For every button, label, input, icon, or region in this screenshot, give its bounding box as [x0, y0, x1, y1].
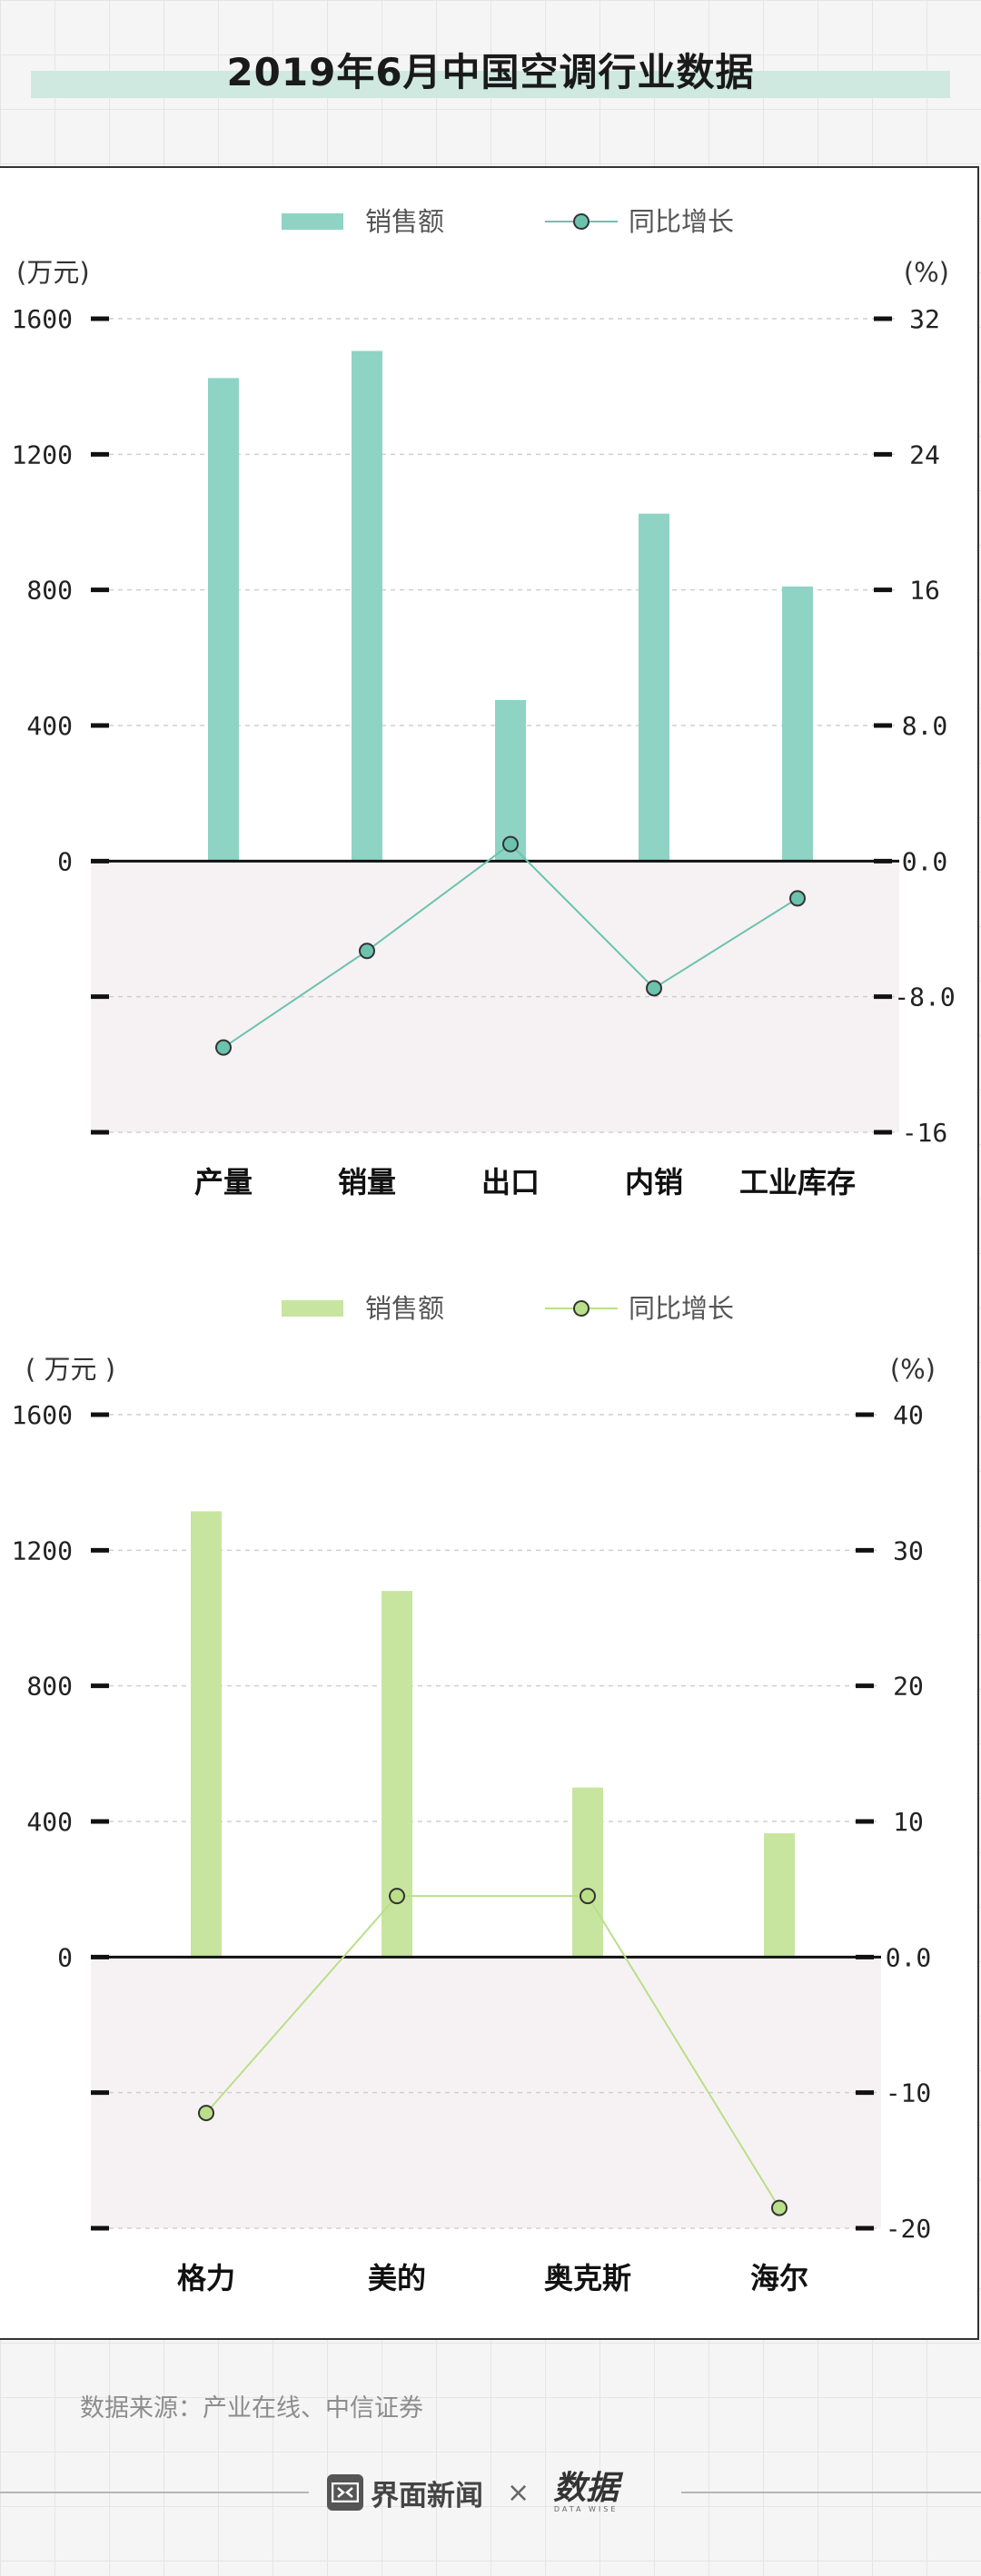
- right-axis-unit: (%): [904, 257, 949, 288]
- legend-line-label: 同比增长: [629, 1293, 734, 1324]
- left-tick-label: 800: [26, 1672, 73, 1702]
- legend-line-label: 同比增长: [629, 206, 734, 237]
- growth-point: [771, 2199, 788, 2216]
- footer-branding: 界面新闻 × 数据 DATA WISE: [327, 2468, 690, 2517]
- growth-point: [502, 835, 519, 853]
- right-tick-label: 0.0: [902, 846, 948, 876]
- left-tick-label: 0: [57, 1942, 73, 1972]
- legend-bar-swatch: [282, 1300, 343, 1317]
- category-label: 出口: [481, 1165, 540, 1199]
- right-tick-label: -20: [886, 2214, 932, 2244]
- right-tick-label: -10: [886, 2078, 932, 2108]
- legend-bar-label: 销售额: [365, 206, 444, 237]
- growth-point: [389, 1888, 405, 1905]
- growth-point: [580, 1888, 596, 1905]
- growth-point: [646, 980, 662, 997]
- left-tick-label: 1200: [12, 439, 73, 469]
- right-tick-label: 20: [893, 1672, 924, 1702]
- growth-point: [789, 890, 806, 907]
- right-tick-label: 10: [893, 1807, 924, 1837]
- category-label: 格力: [177, 2261, 235, 2295]
- growth-point: [198, 2105, 214, 2122]
- chart-1-svg: 销售额 同比增长 (万元) (%) 1600 32 1200 24 800 16 400 8.0 0 0.…: [12, 206, 956, 1199]
- right-tick-label: 24: [909, 439, 940, 469]
- bar: [208, 378, 239, 862]
- partner-logo-text: 数据: [553, 2469, 619, 2507]
- footer-divider-right: [681, 2492, 981, 2493]
- bar: [764, 1833, 795, 1958]
- chart-2-svg: 销售额 同比增长 ( 万元 ) (%) 1600 40 1200 30 800 20 400 10 0 0…: [12, 1293, 936, 2295]
- brand-logo-icon: [327, 2474, 363, 2511]
- growth-line: [205, 1895, 780, 2209]
- legend-bar-label: 销售额: [365, 1293, 444, 1324]
- legend-line-marker: [573, 213, 590, 230]
- source-note: 数据来源：产业在线、中信证券: [80, 2394, 423, 2423]
- bar: [572, 1787, 603, 1958]
- partner-logo: 数据 DATA WISE: [553, 2472, 619, 2513]
- bar: [352, 350, 382, 862]
- category-label: 奥克斯: [544, 2261, 631, 2295]
- partner-logo-sub: DATA WISE: [553, 2504, 619, 2513]
- right-tick-label: 16: [909, 576, 940, 606]
- left-tick-label: 0: [57, 846, 73, 876]
- right-tick-label: -16: [902, 1118, 948, 1148]
- left-tick-label: 1600: [12, 1400, 73, 1430]
- bar: [191, 1511, 222, 1958]
- right-tick-label: 30: [893, 1535, 924, 1565]
- legend-line-marker: [573, 1300, 590, 1317]
- left-axis-unit: ( 万元 ): [25, 1354, 115, 1385]
- bar: [639, 513, 669, 862]
- left-tick-label: 400: [26, 1807, 73, 1837]
- right-axis-unit: (%): [890, 1354, 936, 1385]
- right-tick-label: 8.0: [902, 711, 948, 741]
- category-label: 工业库存: [739, 1165, 856, 1199]
- category-label: 海尔: [750, 2261, 808, 2295]
- left-tick-label: 1200: [12, 1535, 73, 1565]
- left-tick-label: 800: [26, 576, 73, 606]
- left-tick-label: 400: [26, 711, 73, 741]
- left-axis-unit: (万元): [16, 257, 90, 288]
- right-tick-label: 0.0: [886, 1942, 932, 1972]
- right-tick-label: 32: [909, 304, 940, 334]
- brand-name: 界面新闻: [371, 2479, 483, 2512]
- category-label: 销量: [338, 1165, 396, 1199]
- times-sign: ×: [507, 2476, 530, 2509]
- footer-divider-left: [0, 2492, 309, 2493]
- title-highlight: [31, 71, 950, 98]
- bar: [495, 700, 526, 862]
- growth-point: [215, 1039, 232, 1056]
- right-tick-label: 40: [893, 1400, 924, 1430]
- left-tick-label: 1600: [12, 304, 73, 334]
- right-tick-label: -8.0: [894, 982, 955, 1012]
- legend-bar-swatch: [282, 213, 343, 230]
- page-title: 2019年6月中国空调行业数据: [226, 50, 755, 94]
- category-label: 美的: [368, 2261, 426, 2295]
- bar: [782, 586, 813, 862]
- category-label: 内销: [625, 1165, 683, 1199]
- growth-point: [359, 943, 375, 960]
- category-label: 产量: [194, 1165, 253, 1199]
